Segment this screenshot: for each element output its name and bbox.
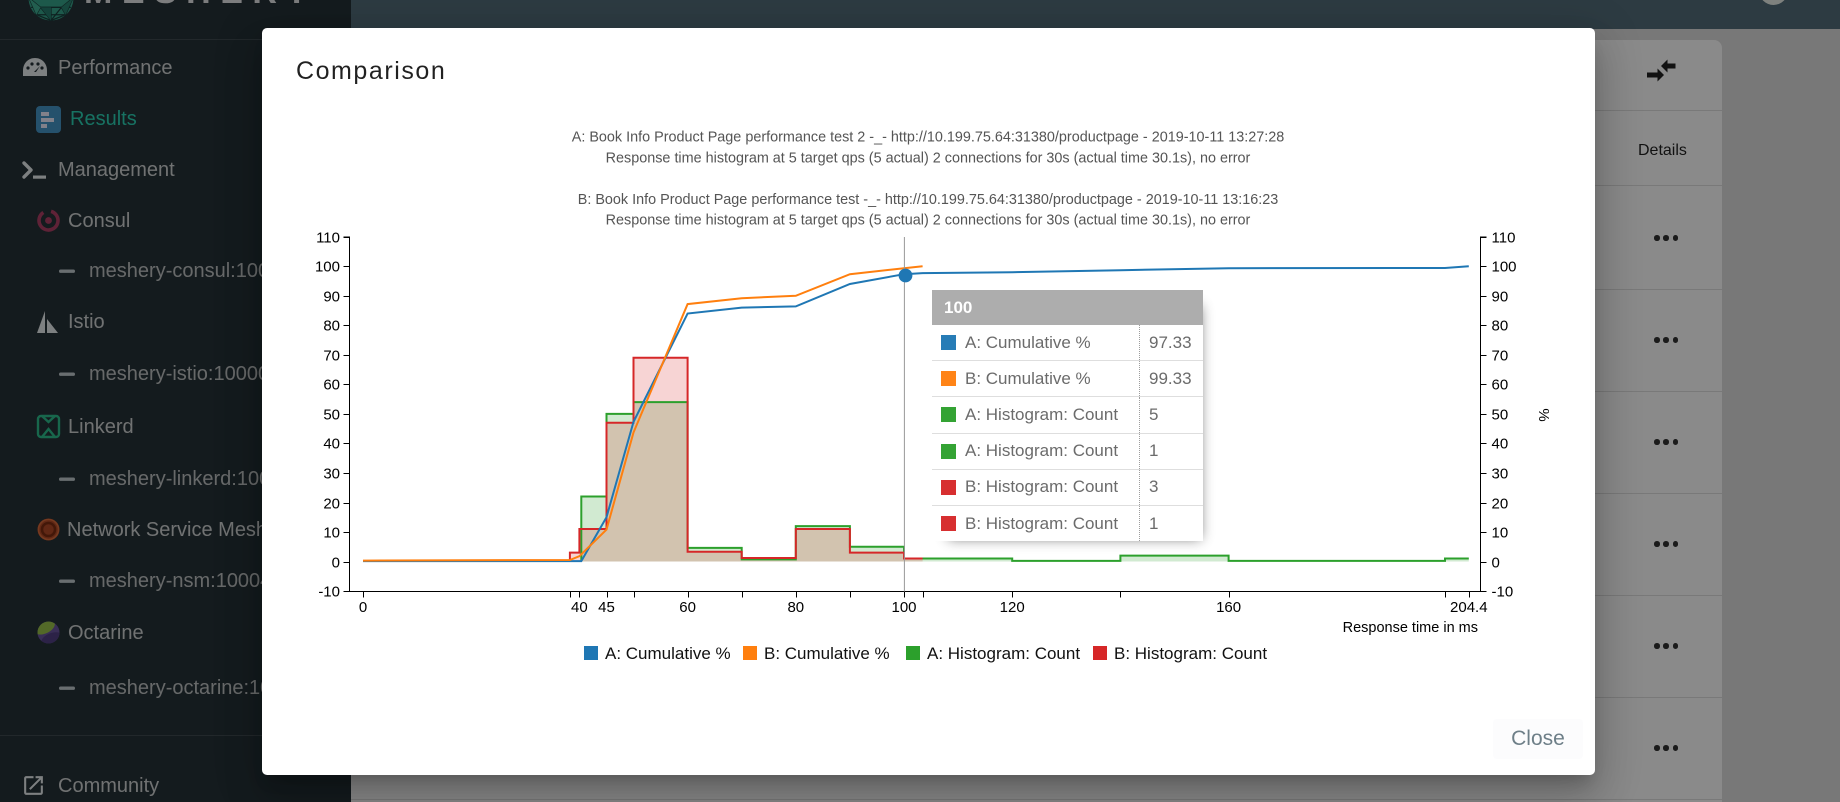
svg-text:0: 0	[1492, 555, 1500, 572]
svg-text:110: 110	[316, 230, 340, 247]
svg-text:Response time in ms: Response time in ms	[1343, 620, 1478, 636]
svg-text:40: 40	[1492, 436, 1509, 453]
svg-text:0: 0	[332, 555, 340, 572]
svg-text:10: 10	[1492, 525, 1509, 542]
svg-text:-10: -10	[1492, 584, 1514, 601]
svg-text:80: 80	[1492, 318, 1509, 335]
svg-text:160: 160	[1216, 599, 1241, 616]
svg-text:30: 30	[323, 466, 340, 483]
svg-text:0: 0	[359, 599, 367, 616]
svg-text:60: 60	[1492, 377, 1509, 394]
svg-text:204.4: 204.4	[1450, 599, 1488, 616]
svg-text:70: 70	[1492, 348, 1509, 365]
svg-text:80: 80	[787, 599, 804, 616]
svg-text:80: 80	[323, 318, 340, 335]
svg-text:20: 20	[323, 496, 340, 513]
svg-text:B: Histogram: Count: B: Histogram: Count	[1114, 644, 1267, 663]
svg-text:50: 50	[1492, 407, 1509, 424]
svg-text:45: 45	[598, 599, 615, 616]
svg-text:60: 60	[679, 599, 696, 616]
svg-text:A: Histogram: Count: A: Histogram: Count	[927, 644, 1080, 663]
svg-text:B: Cumulative %: B: Cumulative %	[764, 644, 890, 663]
svg-text:100: 100	[1492, 259, 1517, 276]
svg-text:60: 60	[323, 377, 340, 394]
svg-text:50: 50	[323, 407, 340, 424]
svg-text:90: 90	[323, 289, 340, 306]
svg-text:Response time histogram at 5 t: Response time histogram at 5 target qps …	[606, 151, 1251, 167]
svg-text:20: 20	[1492, 496, 1509, 513]
svg-text:Response time histogram at 5 t: Response time histogram at 5 target qps …	[606, 213, 1251, 229]
svg-text:B: Book Info Product Page perf: B: Book Info Product Page performance te…	[578, 192, 1279, 208]
svg-text:110: 110	[1492, 230, 1516, 247]
svg-text:-10: -10	[318, 584, 340, 601]
svg-text:A: Book Info Product Page perf: A: Book Info Product Page performance te…	[572, 130, 1285, 146]
svg-text:70: 70	[323, 348, 340, 365]
svg-text:100: 100	[891, 599, 916, 616]
svg-text:90: 90	[1492, 289, 1509, 306]
svg-text:120: 120	[1000, 599, 1025, 616]
svg-text:40: 40	[323, 436, 340, 453]
svg-text:100: 100	[315, 259, 340, 276]
svg-text:30: 30	[1492, 466, 1509, 483]
svg-text:10: 10	[323, 525, 340, 542]
svg-text:%: %	[1535, 408, 1552, 421]
svg-text:A: Cumulative %: A: Cumulative %	[605, 644, 731, 663]
svg-text:40: 40	[571, 599, 588, 616]
